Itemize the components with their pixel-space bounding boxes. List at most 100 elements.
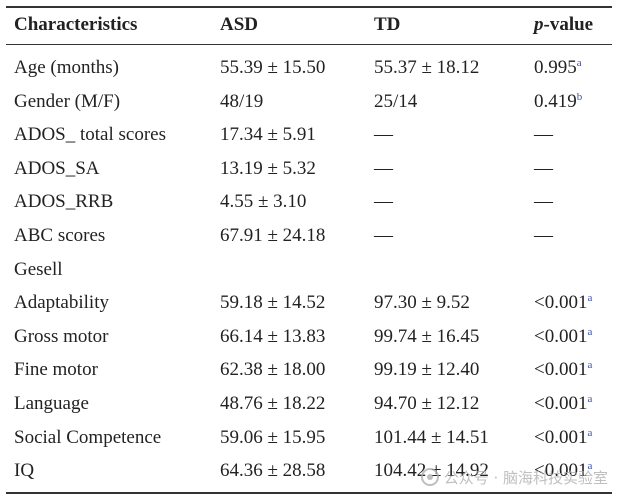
row-label: ADOS_SA [14,153,100,185]
asd-value: 48.76 ± 18.22 [220,388,325,420]
header-td: TD [374,14,401,35]
td-value-text: — [374,124,393,146]
td-value-text: 101.44 ± 14.51 [374,426,489,448]
td-value-text: 99.74 ± 16.45 [374,325,480,347]
p-value-footnote: a [587,292,593,305]
row-label-text: Language [14,393,89,414]
row-label: Fine motor [14,354,98,386]
p-value-text: <0.001 [534,359,588,381]
td-value-text: — [374,225,393,246]
asd-value-text: 48/19 [220,90,264,112]
asd-value-text: 17.34 ± 5.91 [220,124,316,146]
p-value-text: <0.001 [534,460,588,482]
p-value: <0.001a [534,422,592,454]
p-value: <0.001a [534,388,592,420]
row-label: IQ [14,455,34,487]
td-value: 99.19 ± 12.40 [374,354,479,386]
td-value-text: 99.19 ± 12.40 [374,359,480,381]
td-value: 94.70 ± 12.12 [374,388,479,420]
p-value-text: <0.001 [534,426,588,448]
p-value-footnote: a [587,393,593,405]
asd-value-text: 4.55 ± 3.10 [220,191,307,213]
header-characteristics: Characteristics [14,14,138,35]
row-label-text: Social Competence [14,426,162,448]
table-row: Language 48.76 ± 18.22 94.70 ± 12.12 <0.001… [6,388,612,420]
row-label-text: ADOS_SA [14,157,100,179]
p-value-footnote: a [576,57,582,69]
table-row: Age (months) 55.39 ± 15.50 55.37 ± 18.12 0.… [6,52,612,84]
td-value: — [374,220,393,252]
p-value-text: 0.995 [534,57,577,78]
asd-value: 67.91 ± 24.18 [220,220,325,252]
asd-value-text: 64.36 ± 28.58 [220,460,326,482]
p-value-footnote: a [587,359,593,372]
row-label: Gesell [14,254,63,286]
header-pvalue: p-value [534,9,593,41]
table-row: Gross motor 66.14 ± 13.83 99.74 ± 16.45 <0.… [6,321,612,353]
table-row: Gender (M/F) 48/19 25/14 0.419b [6,86,612,118]
asd-value-text: 67.91 ± 24.18 [220,225,326,246]
p-value: — [534,186,553,218]
p-value-text: — [534,191,553,213]
p-value: <0.001a [534,321,592,353]
p-value-text: <0.001 [534,393,588,414]
asd-value: 59.18 ± 14.52 [220,287,325,319]
asd-value-text: 48.76 ± 18.22 [220,393,326,414]
p-value-footnote: a [587,460,593,473]
p-value: 0.419b [534,86,582,118]
row-label: Gender (M/F) [14,86,120,118]
td-value-text: 25/14 [374,90,418,112]
row-label-text: ABC scores [14,225,106,246]
table-row: Gesell [6,254,612,286]
table-row: Adaptability 59.18 ± 14.52 97.30 ± 9.52 <0.… [6,287,612,319]
td-value: — [374,119,393,151]
p-value-text: — [534,124,553,146]
asd-value: 66.14 ± 13.83 [220,321,325,353]
header-pvalue-p: p [534,14,544,35]
td-value-text: 55.37 ± 18.12 [374,57,480,78]
header-pvalue-rest: -value [543,14,594,35]
row-label: ABC scores [14,220,105,252]
top-rule [6,6,612,8]
row-label-text: IQ [14,460,35,482]
row-label: Gross motor [14,321,108,353]
td-value: 101.44 ± 14.51 [374,422,489,454]
row-label: ADOS_RRB [14,186,113,218]
td-value-text: 94.70 ± 12.12 [374,393,480,414]
row-label: Social Competence [14,422,161,454]
header-rule [6,44,612,45]
p-value-text: — [534,225,553,246]
header-row: Characteristics ASD TD p-value [6,9,612,41]
asd-value: 64.36 ± 28.58 [220,455,325,487]
watermark-text: 公众号 · 脑海科技实验室 [443,468,608,487]
asd-value-text: 55.39 ± 15.50 [220,57,326,78]
asd-value: 17.34 ± 5.91 [220,119,316,151]
table-row: Social Competence 59.06 ± 15.95 101.44 ± 1… [6,422,612,454]
td-value: 99.74 ± 16.45 [374,321,479,353]
td-value: 97.30 ± 9.52 [374,287,470,319]
asd-value-text: 13.19 ± 5.32 [220,157,316,179]
p-value-text: 0.419 [534,90,577,112]
row-label-text: Age (months) [14,57,120,78]
p-value: — [534,153,553,185]
td-value-text: — [374,157,393,179]
watermark: 公众号 · 脑海科技实验室 [420,466,608,488]
asd-value: 13.19 ± 5.32 [220,153,316,185]
bottom-rule [6,492,612,494]
td-value-text: — [374,191,393,213]
p-value: <0.001a [534,354,592,386]
table-row: ADOS_RRB 4.55 ± 3.10 — — [6,186,612,218]
p-value-text: <0.001 [534,325,588,347]
row-label: ADOS_ total scores [14,119,166,151]
asd-value: 48/19 [220,86,263,118]
table-row: IQ 64.36 ± 28.58 104.42 ± 14.92 <0.001a [6,455,612,487]
asd-value-text: 59.06 ± 15.95 [220,426,326,448]
table-row: ADOS_SA 13.19 ± 5.32 — — [6,153,612,185]
p-value: — [534,220,553,252]
p-value: 0.995a [534,52,582,84]
td-value: — [374,186,393,218]
p-value: <0.001a [534,287,592,319]
header-asd: ASD [220,14,259,35]
td-value: — [374,153,393,185]
td-value: 55.37 ± 18.12 [374,52,479,84]
